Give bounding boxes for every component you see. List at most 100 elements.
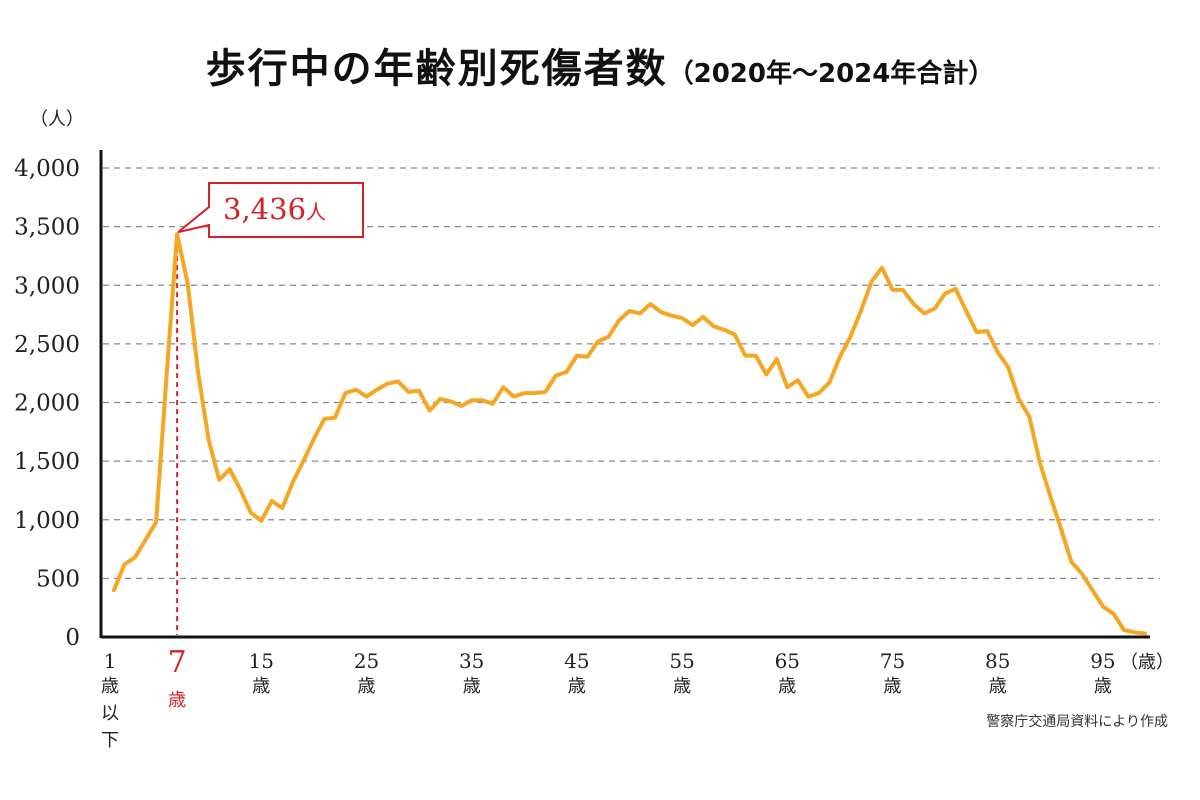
data-point [775,357,779,361]
data-point [1101,605,1105,609]
data-point [585,355,589,359]
series-line [112,232,1147,636]
data-point [112,588,116,592]
data-point [270,499,274,503]
x-tick-unit: 歳 [989,676,1007,697]
data-point [701,315,705,319]
data-point [354,388,358,392]
data-point [891,288,895,292]
data-point [985,329,989,333]
data-point [312,437,316,441]
x-tick-unit: 歳 [778,676,796,697]
x-tick: 45 歳 [564,649,589,697]
data-point [207,438,211,442]
series-group [112,232,1147,636]
data-point [154,520,158,524]
x-tick: 95 歳 [1090,649,1115,697]
data-point [638,311,642,315]
data-point [196,371,200,375]
data-point [333,416,337,420]
y-tick-label: 3,500 [14,215,80,241]
data-point [880,266,884,270]
data-point [364,395,368,399]
x-tick: 1 歳以下 [101,649,119,751]
data-point [228,467,232,471]
data-point [396,379,400,383]
data-point [575,354,579,358]
data-point [491,402,495,406]
chart-title: 歩行中の年齢別死傷者数（2020年～2024年合計） [0,36,1200,94]
data-point [1080,572,1084,576]
data-point [123,562,127,566]
peak-callout-label: 3,436人 [223,192,326,226]
data-point [743,354,747,358]
x-tick-label: 65 [775,649,800,673]
data-point [249,511,253,515]
data-point [596,340,600,344]
peak-callout-number: 3,436 [223,192,306,226]
y-tick-label: 2,000 [14,391,80,417]
data-point [186,281,190,285]
x-tick-unit: 歳 [1094,676,1112,697]
data-point [259,519,263,523]
data-point [628,309,631,313]
data-point [943,291,947,295]
data-point [1059,526,1063,530]
data-point [428,409,432,413]
data-point [238,487,242,491]
x-tick: 75 歳 [880,649,905,697]
data-point [564,370,568,374]
y-tick-label: 500 [36,566,80,592]
x-tick-unit: 下 [101,730,119,751]
data-point [375,388,379,392]
data-point [827,381,831,385]
data-point [1143,631,1147,635]
data-point [512,395,516,399]
data-point [975,330,979,334]
x-tick-label: 55 [669,649,694,673]
x-tick-unit: 以 [101,703,119,724]
x-axis-unit: （歳） [1120,652,1174,673]
data-point [165,374,169,378]
x-tick-label: 7 [168,645,187,680]
data-point [796,378,800,382]
y-tick-label: 2,500 [14,332,80,358]
data-point [543,390,547,394]
y-tick-label: 1,500 [14,449,80,475]
data-point [459,404,463,408]
data-point [175,232,179,236]
x-tick-label: 95 [1090,649,1115,673]
data-point [554,374,558,378]
data-point [722,328,726,332]
data-point [996,350,1000,354]
x-tick-label: 45 [564,649,589,673]
data-point [691,323,695,327]
x-tick-unit: 歳 [357,676,375,697]
data-point [912,302,916,306]
data-point [1132,630,1136,634]
gridlines [103,167,1160,579]
x-tick-unit: 歳 [673,676,691,697]
y-tick-label: 4,000 [14,156,80,182]
x-tick-unit: 歳 [168,690,186,711]
data-point [217,478,221,482]
data-point [343,391,347,395]
y-axis-ticks: 0 500 1,000 1,500 2,000 2,500 3,000 3,500 4,000 [14,156,80,651]
data-point [1090,588,1094,592]
data-point [933,307,937,311]
peak-callout: 3,436人 [177,182,364,238]
x-tick-label: 85 [985,649,1010,673]
data-point [480,398,484,402]
data-point [407,390,411,394]
y-axis-unit: （人） [30,109,84,130]
data-point [501,385,505,389]
data-point [1038,460,1042,464]
x-tick: 7歳 [168,645,187,711]
peak-callout-unit: 人 [306,200,326,224]
x-tick: 15 歳 [249,649,274,697]
data-point [1027,415,1031,419]
data-point [522,391,526,395]
chart-title-sub: （2020年～2024年合計） [667,59,995,89]
